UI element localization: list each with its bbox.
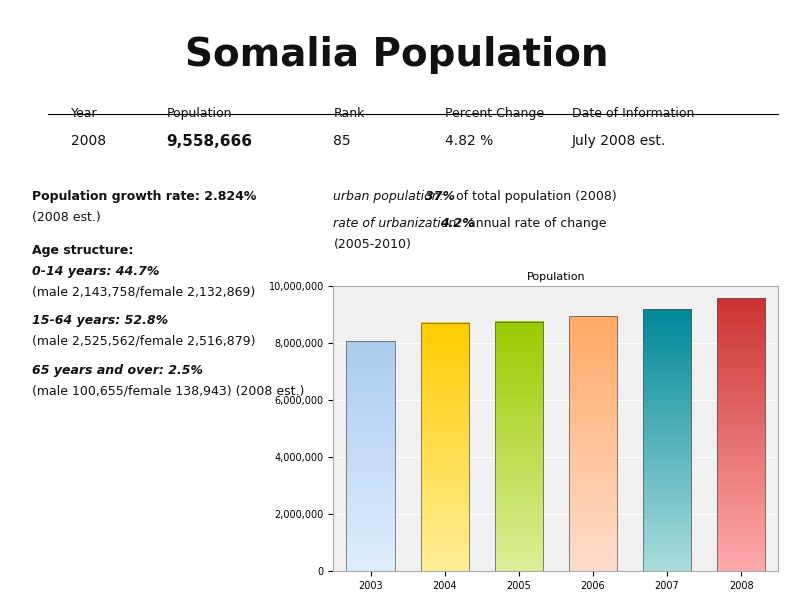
Text: annual rate of change: annual rate of change xyxy=(464,217,606,230)
Text: 9,558,666: 9,558,666 xyxy=(167,134,252,149)
Text: 4.2%: 4.2% xyxy=(440,217,475,230)
Text: 0-14 years: 44.7%: 0-14 years: 44.7% xyxy=(32,265,159,278)
Bar xyxy=(569,317,617,571)
Text: (2005-2010): (2005-2010) xyxy=(333,238,411,251)
Text: Date of Information: Date of Information xyxy=(572,107,694,120)
Text: 15-64 years: 52.8%: 15-64 years: 52.8% xyxy=(32,314,168,327)
Text: 4.82 %: 4.82 % xyxy=(445,134,493,148)
Text: 65 years and over: 2.5%: 65 years and over: 2.5% xyxy=(32,364,202,377)
Bar xyxy=(643,309,691,571)
Text: rate of urbanization:: rate of urbanization: xyxy=(333,217,465,230)
Text: urban population:: urban population: xyxy=(333,190,449,203)
Bar xyxy=(421,322,468,571)
Text: Population growth rate: 2.824%: Population growth rate: 2.824% xyxy=(32,190,256,203)
Text: Age structure:: Age structure: xyxy=(32,244,133,257)
Title: Population: Population xyxy=(526,272,585,282)
Bar xyxy=(346,342,395,571)
Text: 37%: 37% xyxy=(425,190,455,203)
Bar xyxy=(717,298,765,571)
Text: Rank: Rank xyxy=(333,107,365,120)
Text: July 2008 est.: July 2008 est. xyxy=(572,134,666,148)
Text: (male 100,655/female 138,943) (2008 est.): (male 100,655/female 138,943) (2008 est.… xyxy=(32,385,304,398)
Text: Population: Population xyxy=(167,107,232,120)
Text: of total population (2008): of total population (2008) xyxy=(452,190,616,203)
Text: Percent Change: Percent Change xyxy=(445,107,544,120)
Bar xyxy=(495,322,543,571)
Text: 85: 85 xyxy=(333,134,351,148)
Text: (male 2,143,758/female 2,132,869): (male 2,143,758/female 2,132,869) xyxy=(32,286,255,299)
Text: (2008 est.): (2008 est.) xyxy=(32,211,101,224)
Text: Year: Year xyxy=(71,107,98,120)
Text: Somalia Population: Somalia Population xyxy=(185,36,609,74)
Text: (male 2,525,562/female 2,516,879): (male 2,525,562/female 2,516,879) xyxy=(32,335,255,348)
Text: 2008: 2008 xyxy=(71,134,106,148)
